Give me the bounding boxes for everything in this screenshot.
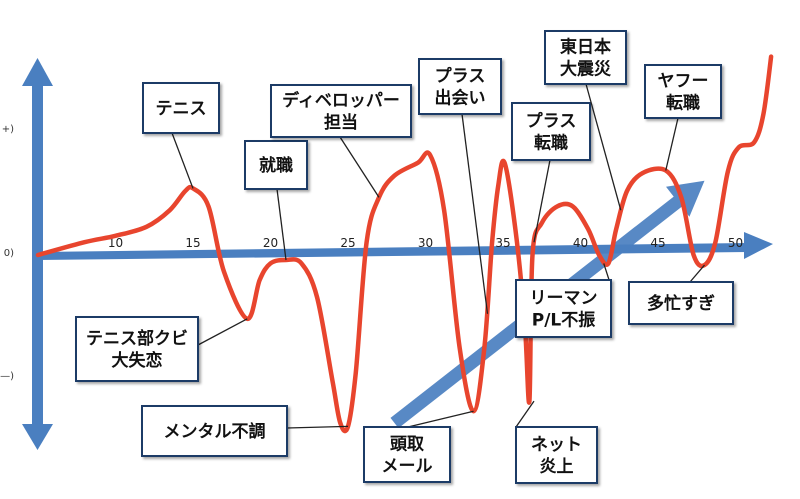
annotation-label: 頭取 [390, 435, 424, 455]
annotation-callout: テニス [142, 82, 220, 189]
annotation-callout: 多忙すぎ [628, 264, 734, 325]
annotation-leader-line [407, 410, 474, 428]
x-tick-label: 45 [650, 236, 665, 250]
annotation-box [75, 316, 199, 382]
annotation-leader-line [339, 136, 380, 198]
annotation-label: 大失恋 [112, 350, 163, 371]
annotation-label: ネット [531, 435, 582, 455]
annotation-callout: メンタル不調 [141, 405, 349, 457]
annotation-label: メール [382, 457, 433, 477]
annotation-label: 炎上 [540, 457, 574, 477]
annotation-box [141, 405, 288, 457]
annotation-leader-line [286, 425, 349, 429]
annotation-leader-line [171, 132, 194, 189]
x-axis-line [38, 243, 748, 260]
annotation-box [644, 64, 722, 119]
series-layer [35, 54, 774, 434]
annotation-label: ヤフー [658, 72, 709, 92]
annotation-leader-line [533, 159, 551, 243]
annotation-leader-line [197, 318, 248, 346]
annotation-label: テニス [156, 99, 207, 119]
annotation-layer: テニステニス部クビ大失恋就職メンタル不調ディベロッパー担当プラス出会い頭取メール… [75, 30, 734, 484]
annotation-label: 転職 [666, 93, 700, 114]
x-axis-arrow [744, 232, 773, 259]
annotation-label: 多忙すぎ [647, 293, 715, 314]
annotation-label: 担当 [324, 112, 358, 133]
annotation-box [628, 281, 734, 325]
annotation-label: プラス [526, 111, 577, 132]
annotation-leader-line [276, 188, 287, 261]
y-tick-label: 0) [4, 248, 14, 259]
annotation-label: テニス部クビ [86, 328, 188, 349]
annotation-label: P/L不振 [532, 310, 596, 331]
annotation-label: 転職 [534, 133, 568, 154]
y-axis-arrow-down [22, 424, 53, 450]
x-tick-label: 15 [185, 236, 200, 250]
y-axis-line [32, 78, 43, 438]
annotation-label: プラス [435, 66, 486, 87]
annotation-box [511, 102, 591, 161]
annotation-leader-line [665, 117, 679, 171]
x-tick-label: 35 [495, 236, 510, 250]
annotation-leader-line [689, 264, 705, 283]
annotation-label: 就職 [259, 155, 293, 176]
annotation-box [515, 426, 598, 484]
x-tick-label: 50 [728, 236, 743, 250]
annotation-box [418, 58, 502, 115]
x-tick-label: 40 [573, 236, 588, 250]
y-tick-label: —) [0, 371, 14, 382]
axes [22, 58, 773, 450]
annotation-label: 大震災 [560, 59, 612, 80]
x-tick-label: 25 [340, 236, 355, 250]
x-tick-label: 20 [263, 236, 278, 250]
y-tick-labels: +) 0) —) [0, 124, 14, 382]
annotation-label: リーマン [530, 289, 598, 309]
y-tick-label: +) [2, 124, 14, 135]
annotation-box [544, 30, 627, 85]
annotation-label: メンタル不調 [164, 421, 266, 442]
annotation-leader-line [515, 400, 535, 428]
x-tick-label: 10 [108, 236, 123, 250]
annotation-box [363, 426, 451, 483]
annotation-leader-line [585, 83, 622, 211]
annotation-label: 東日本 [560, 37, 611, 58]
x-tick-label: 30 [418, 236, 433, 250]
annotation-label: ディベロッパー [282, 90, 400, 111]
annotation-box [244, 140, 308, 190]
x-tick-labels: 10 15 20 25 30 35 40 45 50 [108, 236, 743, 250]
annotation-box [270, 84, 412, 138]
annotation-callout: 就職 [244, 140, 308, 261]
annotation-box [142, 82, 220, 134]
annotation-box [515, 279, 612, 338]
y-axis-arrow-up [22, 58, 53, 86]
annotation-label: 出会い [435, 88, 486, 109]
life-curve-line [35, 54, 774, 434]
annotation-leader-line [461, 113, 489, 314]
